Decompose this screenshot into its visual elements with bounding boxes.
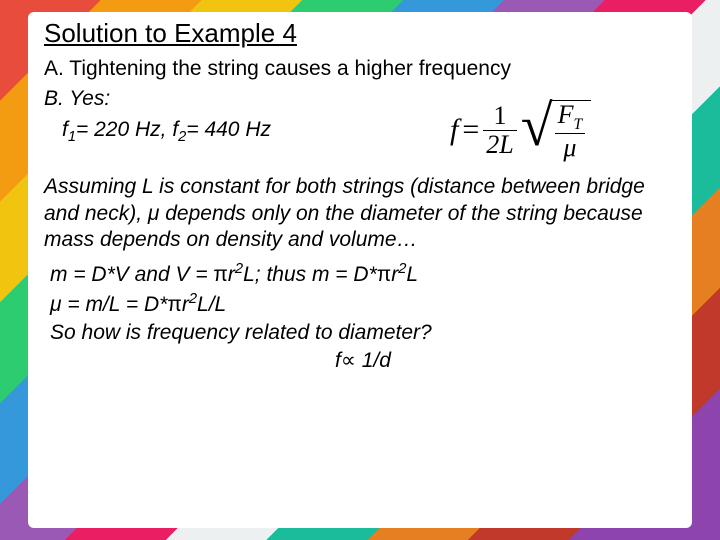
eq2-sup: 2 — [189, 291, 197, 307]
formula-num: 1 — [491, 103, 510, 129]
formula-fraction-1: 1 2L — [483, 103, 516, 158]
slide-content: Solution to Example 4 A. Tightening the … — [44, 18, 676, 522]
eq1-part-e: L — [406, 263, 418, 286]
final-rhs: 1/d — [356, 349, 391, 372]
radicand-den: μ — [560, 135, 579, 161]
final-relation: f∝ 1/d — [50, 347, 676, 375]
formula-eq: = — [462, 113, 479, 147]
equation-mass-volume: m = D*V and V = πr2L; thus m = D*πr2L — [50, 260, 676, 289]
eq1-r1: r — [228, 263, 235, 286]
radical-icon: √ — [521, 100, 553, 160]
ft-sub: T — [573, 116, 582, 133]
f1-sub: 1 — [68, 129, 76, 145]
f1-value: = 220 Hz, — [76, 118, 172, 141]
formula-sqrt: √ FT μ — [521, 100, 591, 160]
eq1-part-a: m = D*V and V = — [50, 263, 213, 286]
f2-value: = 440 Hz — [186, 118, 271, 141]
formula-den: 2L — [483, 132, 516, 158]
equation-mu: μ = m/L = D*πr2L/L — [50, 290, 676, 319]
explanation-paragraph: Assuming L is constant for both strings … — [44, 174, 676, 255]
eq2-r: r — [182, 293, 189, 316]
eq2-part-c: L/L — [197, 293, 226, 316]
answer-a: A. Tightening the string causes a higher… — [44, 55, 676, 83]
ft-symbol: F — [558, 100, 574, 129]
pi-symbol: π — [213, 263, 228, 286]
formula-lhs: f — [450, 113, 458, 147]
frequency-formula: f = 1 2L √ FT μ — [450, 100, 660, 170]
pi-symbol-2: π — [377, 263, 392, 286]
eq1-sup1: 2 — [235, 261, 243, 277]
formula-fraction-2: FT μ — [555, 102, 586, 162]
proportional-icon: ∝ — [341, 349, 356, 372]
question-line: So how is frequency related to diameter? — [50, 319, 676, 347]
eq1-part-c: L; thus m = D* — [243, 263, 377, 286]
eq2-part-a: μ = m/L = D* — [50, 293, 167, 316]
pi-symbol-3: π — [167, 293, 182, 316]
slide-title: Solution to Example 4 — [44, 18, 676, 49]
radicand-num: FT — [555, 102, 586, 133]
